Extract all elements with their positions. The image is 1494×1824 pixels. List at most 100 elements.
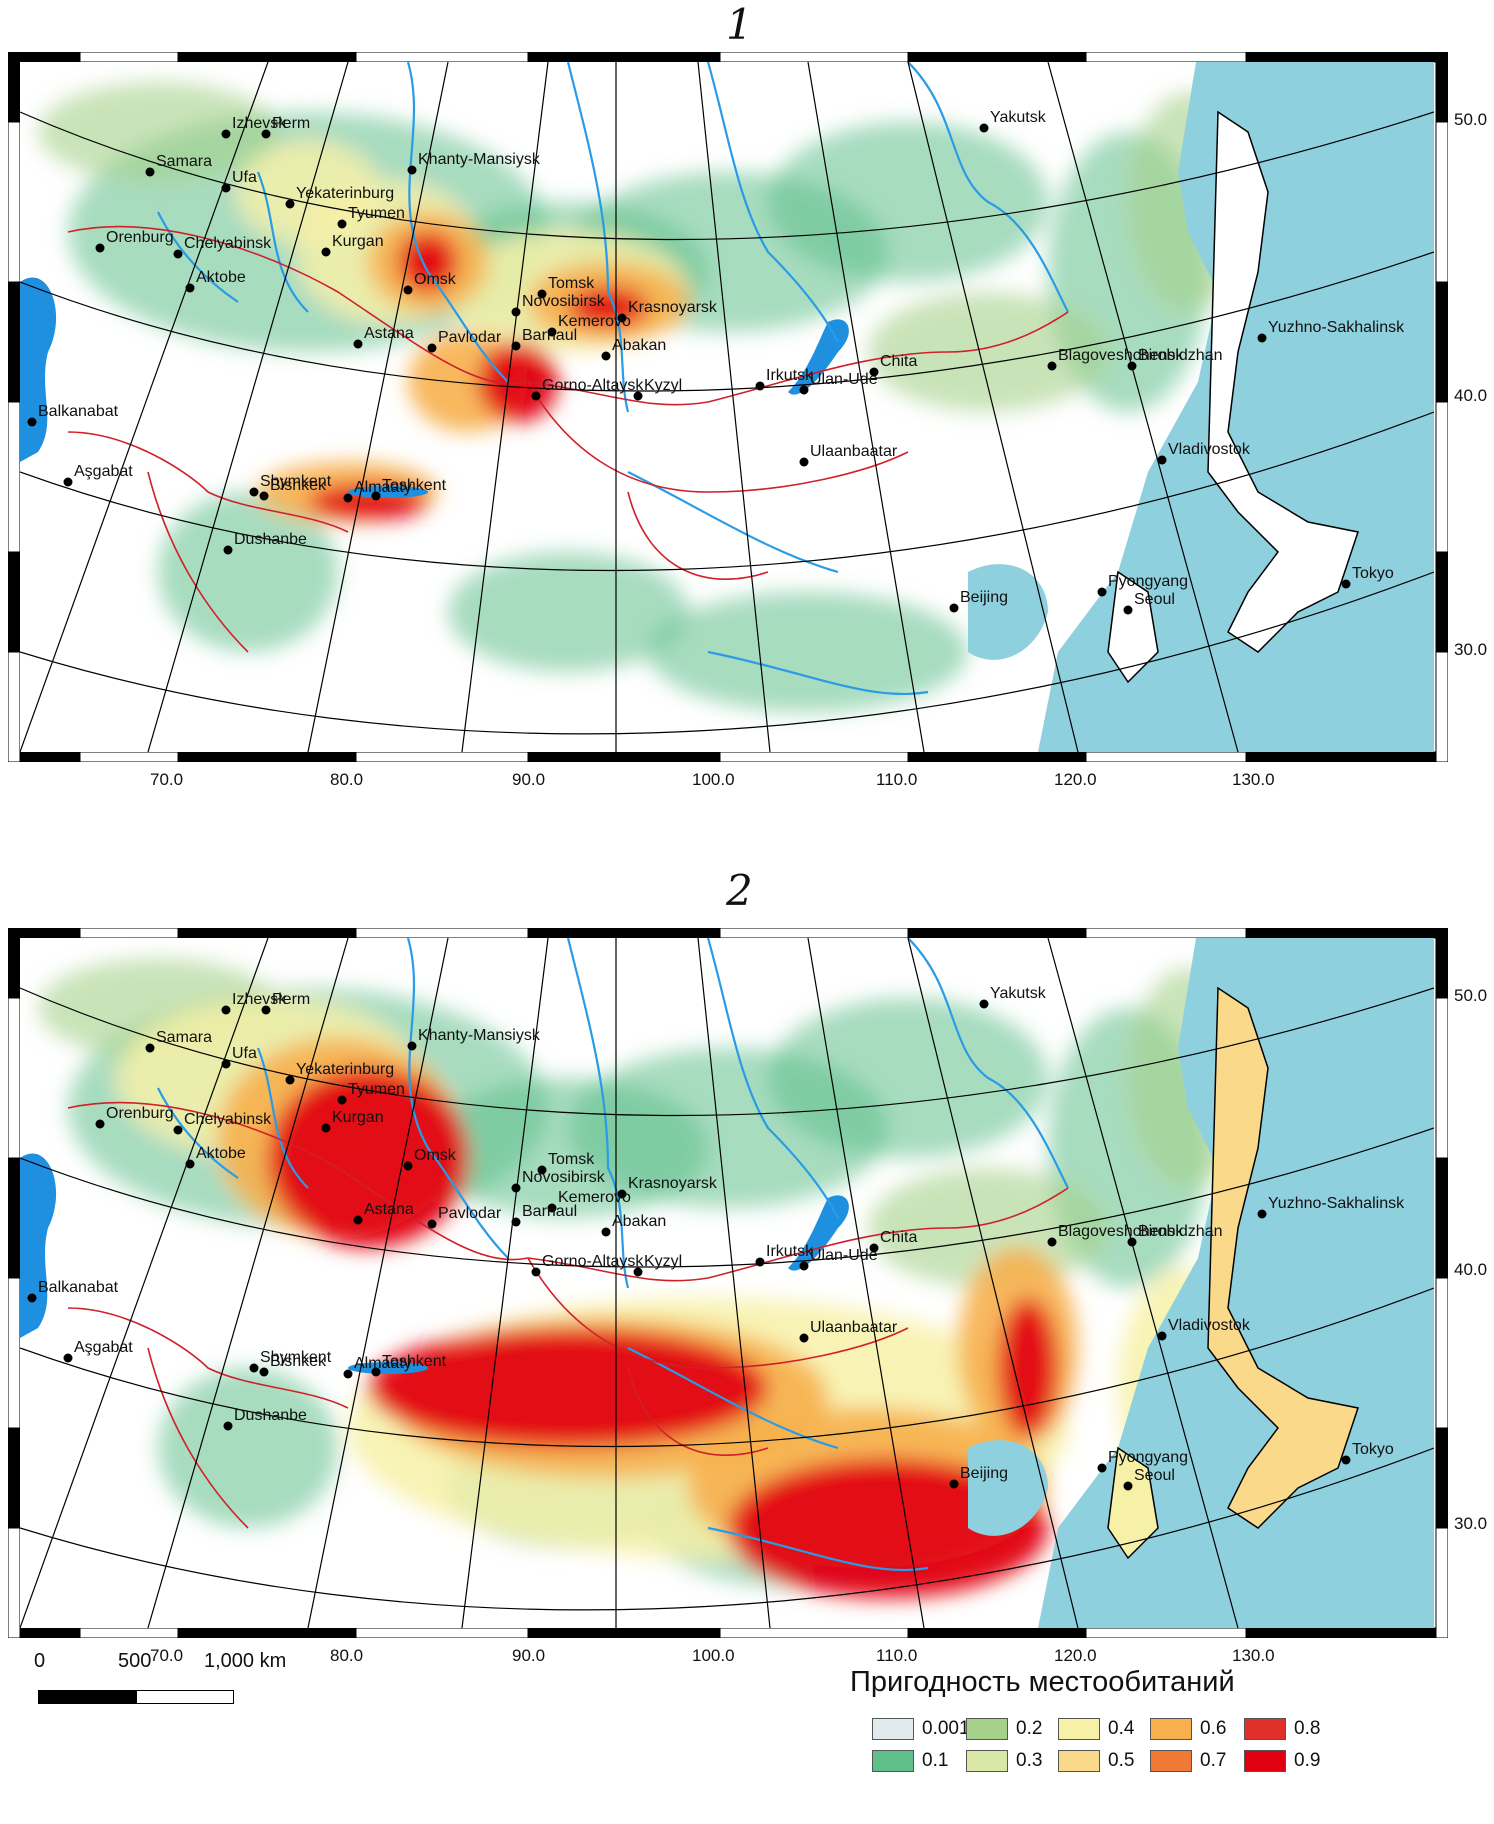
city-marker (979, 999, 989, 1009)
panel-2-title: 2 (726, 866, 753, 915)
city-marker (869, 1243, 879, 1253)
city-marker (285, 1075, 295, 1085)
city-marker (799, 1261, 809, 1271)
city-label: Orenburg (106, 1105, 174, 1122)
city-label: Beijing (960, 1465, 1008, 1482)
legend-swatch (1058, 1750, 1100, 1772)
lon-label-panel1: 110.0 (876, 770, 918, 789)
city-label: Pavlodar (438, 329, 502, 346)
legend-swatch (966, 1750, 1008, 1772)
city-marker (353, 1215, 363, 1225)
legend-swatch (1244, 1750, 1286, 1772)
city-label: Orenburg (106, 229, 174, 246)
lon-label-panel1: 130.0 (1232, 770, 1275, 789)
city-label: Almaaty (354, 479, 412, 496)
city-label: Tokyo (1352, 1441, 1394, 1458)
lat-label-panel1: 50.0 (1454, 110, 1488, 129)
city-marker (27, 417, 37, 427)
lat-label-panel1: 40.0 (1454, 386, 1488, 405)
city-label: Abakan (612, 1213, 666, 1230)
city-marker (531, 391, 541, 401)
city-label: Birobidzhan (1138, 1223, 1223, 1240)
city-marker (511, 341, 521, 351)
lon-label-panel1: 120.0 (1054, 770, 1097, 789)
city-marker (427, 343, 437, 353)
city-marker (285, 199, 295, 209)
city-marker (407, 165, 417, 175)
city-marker (1047, 1237, 1057, 1247)
city-marker (601, 351, 611, 361)
city-marker (321, 247, 331, 257)
legend-label: 0.3 (1016, 1750, 1043, 1771)
city-label: Kyzyl (644, 377, 682, 394)
korea-landmass (1107, 570, 1159, 684)
city-label: Bishkek (270, 1353, 327, 1370)
city-label: Vladivostok (1168, 441, 1251, 458)
city-label: Novosibirsk (522, 293, 606, 310)
city-marker (259, 1367, 269, 1377)
city-marker (511, 307, 521, 317)
city-marker (1097, 1463, 1107, 1473)
city-label: Tyumen (348, 205, 405, 222)
scale-label-500: 500 (118, 1650, 152, 1672)
legend-item-0-9: 0.9 (1244, 1748, 1320, 1774)
city-marker (249, 487, 259, 497)
city-marker (1341, 1455, 1351, 1465)
city-label: Izhevsk (232, 991, 287, 1008)
city-label: Chelyabinsk (184, 235, 272, 252)
city-marker (261, 1005, 271, 1015)
city-marker (949, 603, 959, 613)
city-label: Gorno-Altaysk (542, 377, 644, 394)
city-label: Yakutsk (990, 985, 1047, 1002)
city-label: Aşgabat (74, 1339, 133, 1356)
city-label: Perm (272, 115, 310, 132)
city-label: Pyongyang (1108, 1449, 1188, 1466)
city-marker (371, 491, 381, 501)
city-marker (755, 381, 765, 391)
rivers (157, 938, 1069, 1572)
city-label: Toshkent (382, 1353, 447, 1370)
lon-label-panel2: 80.0 (330, 1646, 364, 1665)
city-label: Aşgabat (74, 463, 133, 480)
city-marker (755, 1257, 765, 1267)
city-marker (799, 457, 809, 467)
legend-label: 0.1 (922, 1750, 949, 1771)
city-label: Omsk (414, 271, 457, 288)
city-label: Kemerovo (558, 313, 631, 330)
legend-item-0-6: 0.6 (1150, 1716, 1226, 1742)
legend-item-0-8: 0.8 (1244, 1716, 1320, 1742)
city-label: Krasnoyarsk (628, 1175, 718, 1192)
city-label: Balkanabat (38, 403, 119, 420)
lon-label-panel2: 110.0 (876, 1646, 918, 1665)
city-marker (95, 1119, 105, 1129)
city-label: Ufa (232, 169, 257, 186)
city-marker (949, 1479, 959, 1489)
city-label: Khanty-Mansiysk (418, 1027, 541, 1044)
city-label: Ulaanbaatar (810, 1319, 898, 1336)
lon-label-panel1: 100.0 (692, 770, 735, 789)
city-marker (261, 129, 271, 139)
city-label: Abakan (612, 337, 666, 354)
city-marker (173, 1125, 183, 1135)
japan-landmass (1207, 986, 1359, 1529)
lake-balkhash (348, 486, 428, 498)
city-marker (617, 1189, 627, 1199)
lat-label-panel2: 50.0 (1454, 986, 1488, 1005)
graticule (20, 938, 1434, 1628)
city-marker (511, 1183, 521, 1193)
legend-label: 0.9 (1294, 1750, 1321, 1771)
legend-item-0-3: 0.3 (966, 1748, 1042, 1774)
city-label: Kurgan (332, 1109, 384, 1126)
city-label: Krasnoyarsk (628, 299, 718, 316)
legend-swatch (872, 1750, 914, 1772)
city-marker (145, 1043, 155, 1053)
city-label: Samara (156, 1029, 212, 1046)
city-marker (407, 1041, 417, 1051)
city-label: Tyumen (348, 1081, 405, 1098)
scale-bar (38, 1690, 234, 1716)
city-marker (95, 243, 105, 253)
city-marker (1257, 333, 1267, 343)
city-label: Dushanbe (234, 1407, 307, 1424)
graticule (20, 62, 1434, 752)
city-marker (223, 545, 233, 555)
